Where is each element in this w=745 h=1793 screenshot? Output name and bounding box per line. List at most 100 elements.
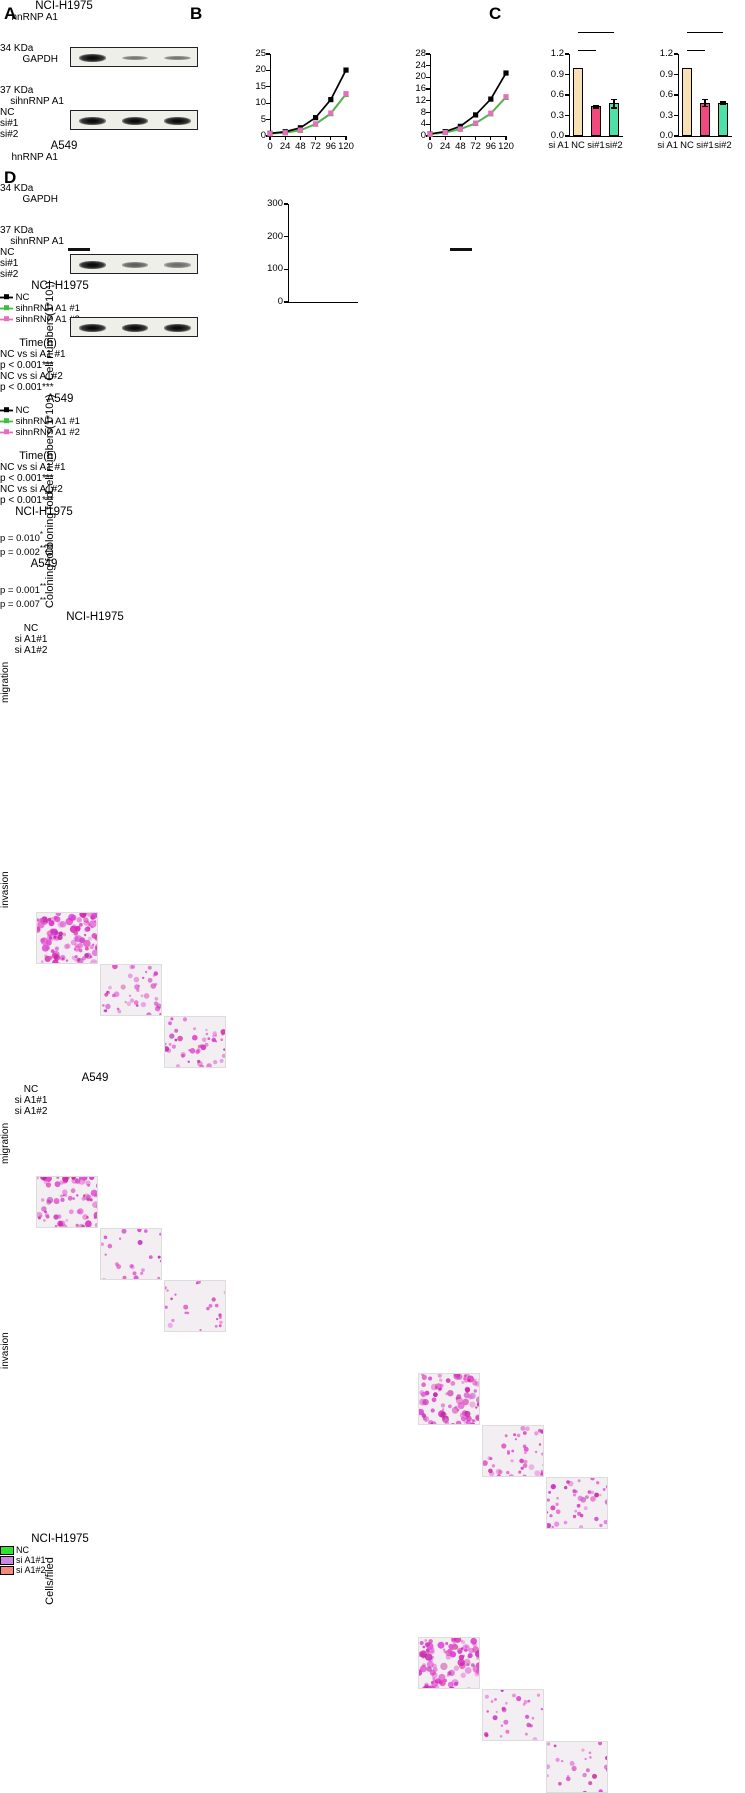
image-col-label-D0-2: si A1#2: [14, 644, 48, 656]
chart-ytick-C1-2: [674, 94, 678, 96]
chart-ytick-B0-4: [266, 69, 270, 71]
chart-xlabel-B1: Time(h): [19, 450, 57, 462]
blot-band: [121, 262, 149, 268]
chart-ytick-B1-4: [426, 88, 430, 90]
chart-annot-B0-3: p < 0.001***: [0, 382, 54, 393]
chart-yaxis-C0: [569, 54, 571, 136]
chart-legend-item-B0-2: sihnRNP A1 #2: [0, 314, 745, 325]
chart-yaxis-C1: [678, 54, 680, 136]
chart-annot-B0-2: NC vs si A1#2: [0, 371, 63, 382]
chart-xtick-B0-5: [345, 136, 347, 140]
chart-ytick-B1-3: [426, 100, 430, 102]
blot-band: [164, 324, 191, 332]
blot-lane-box-A1-1: [70, 317, 198, 337]
chart-ytick-B1-5: [426, 76, 430, 79]
chart-ytick-label-B1-5: 20: [415, 71, 426, 83]
chart-ytick-B1-7: [426, 53, 430, 55]
chart-ytick-label-B0-3: 15: [255, 80, 266, 92]
blot-lane-box-A1-0: [70, 254, 198, 274]
chart-ylabel-C1: Coloning fold: [44, 544, 56, 609]
panel-letter-C: C: [489, 4, 501, 23]
chart-legend-item-B1-0: NC: [0, 405, 745, 416]
chart-ytick-B0-3: [266, 86, 270, 88]
chart-xtick-B1-3: [474, 136, 477, 140]
blot-band: [79, 54, 106, 62]
bar-C1-2: [717, 102, 729, 136]
chart-xtick-B1-5: [505, 136, 507, 140]
transwell-field-D1-0-1: [482, 1424, 544, 1477]
error-cap-C0-1: [592, 104, 600, 106]
cond-val-A0-0-1: si#1: [0, 118, 19, 129]
transwell-field-D1-1-1: [482, 1688, 544, 1741]
legend-label: NC: [13, 292, 30, 303]
chart-ytick-C0-2: [565, 94, 569, 96]
chart-xaxis-C1: [678, 136, 732, 138]
blot-band: [121, 324, 149, 332]
images-title-D0: NCI-H1975: [66, 610, 124, 623]
chart-ytick-label-B1-6: 24: [415, 59, 426, 71]
chart-xtick-label-B1-3: 72: [470, 141, 481, 152]
chart-plot-B1: [427, 70, 509, 137]
blot-band: [164, 262, 191, 268]
blot-title-A1: A549: [50, 140, 78, 152]
chart-xaxis-C0: [569, 136, 623, 138]
sig-line-C1-0: [687, 32, 723, 34]
chart-ytick-D0-0: [284, 301, 288, 303]
chart-ytick-C1-1: [674, 114, 678, 117]
chart-ytick-B1-2: [426, 111, 430, 114]
chart-ytick-B0-2: [266, 102, 270, 104]
chart-xtick-B0-2: [299, 136, 301, 140]
chart-ytick-label-C1-3: 0.9: [659, 68, 673, 80]
chart-legend-item-D0-0: NC: [0, 1545, 745, 1555]
chart-plot-B0: [267, 67, 349, 137]
chart-ytick-label-B1-0: 0: [420, 130, 426, 141]
chart-xtick-B0-3: [314, 136, 317, 140]
transwell-field-D1-0-2: [546, 1476, 608, 1529]
chart-ytick-label-B1-1: 4: [420, 118, 426, 130]
chart-xtick-label-B0-0: 0: [267, 141, 273, 152]
field-cells: [483, 1689, 543, 1740]
error-bar-C0-2: [613, 99, 615, 108]
blot-kda-A0-0: 34 KDa: [0, 43, 34, 54]
image-col-label-D1-0: NC: [23, 1083, 39, 1095]
sig-line-C0-0: [578, 32, 614, 34]
blot-row-label-A0-0: hnRNP A1: [11, 12, 58, 23]
chart-ytick-C0-0: [565, 135, 569, 137]
chart-xtick-label-B0-1: 24: [279, 141, 291, 152]
chart-title-D0: NCI-H1975: [31, 1532, 89, 1545]
chart-ytick-B1-6: [426, 65, 430, 67]
cond-val-A1-0-2: si#2: [0, 269, 19, 280]
transwell-field-D1-1-2: [546, 1740, 608, 1793]
chart-cat-label-C0-1: si#1: [587, 140, 605, 151]
chart-ytick-label-C0-2: 0.6: [550, 89, 564, 100]
panel-letter-D: D: [4, 168, 16, 187]
chart-annot-B0-0: NC vs si A1 #1: [0, 349, 66, 360]
chart-ytick-label-D0-2: 200: [267, 230, 283, 242]
chart-xtick-B1-4: [490, 136, 492, 140]
image-col-label-D0-1: si A1#1: [14, 633, 48, 645]
transwell-field-D0-0-0: [36, 911, 98, 964]
legend-label: si A1#1: [16, 1554, 46, 1565]
blot-band: [121, 55, 149, 61]
chart-ytick-label-D0-0: 0: [277, 296, 283, 307]
chart-xtick-label-B0-3: 72: [310, 141, 321, 152]
transwell-field-D0-0-2: [164, 1015, 226, 1068]
chart-ytick-label-C1-1: 0.3: [659, 109, 673, 121]
field-cells: [165, 1280, 225, 1331]
field-cells: [547, 1477, 607, 1528]
significance-star: **: [39, 582, 47, 592]
field-cells: [101, 1228, 161, 1279]
transwell-field-D0-0-1: [100, 963, 162, 1016]
chart-xtick-B1-1: [444, 136, 446, 140]
chart-xtick-label-B0-2: 48: [295, 141, 306, 152]
blot-band: [79, 261, 106, 269]
chart-xtick-B0-0: [269, 136, 271, 140]
error-cap-C1-1b: [701, 105, 709, 108]
scale-bar-D1: [450, 248, 472, 251]
chart-ytick-C0-4: [565, 53, 569, 55]
chart-title-C0: NCI-H1975: [15, 506, 73, 518]
chart-xtick-label-B1-4: 96: [485, 141, 497, 152]
image-row-label-D1-1: invasion: [0, 1332, 11, 1369]
chart-legend-item-B0-1: sihnRNP A1 #1: [0, 303, 745, 314]
chart-cat-label-C1-0: NC: [680, 140, 694, 151]
